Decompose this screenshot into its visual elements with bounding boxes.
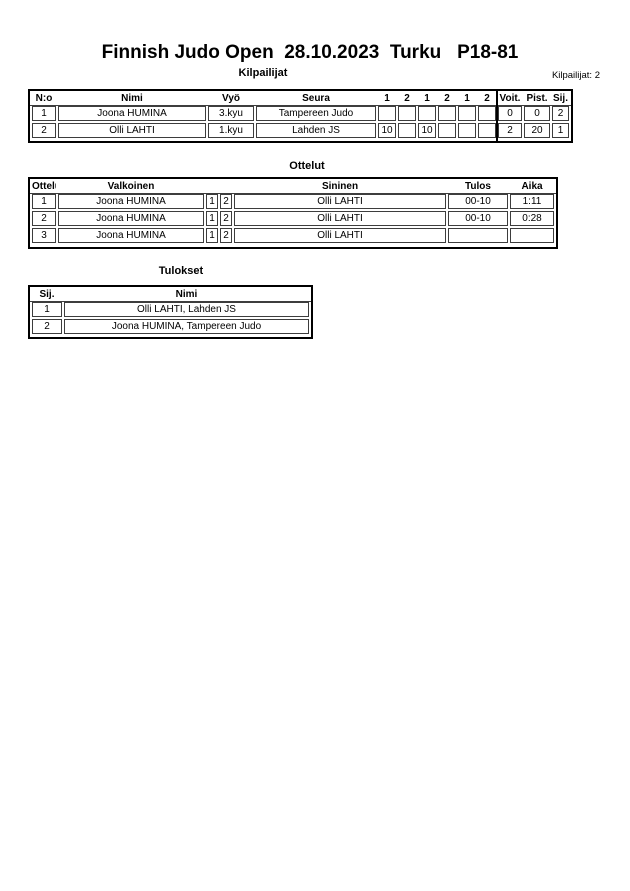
cell-blue-name: Olli LAHTI <box>234 228 446 243</box>
cell-result: 00-10 <box>448 194 508 209</box>
col-header-tulos: Tulos <box>465 181 491 192</box>
cell-no: 2 <box>32 123 56 138</box>
competitors-header-row: N:o Nimi Vyö Seura 1 2 1 2 1 2 Voit. Pis… <box>32 93 569 104</box>
col-header-vyo: Vyö <box>222 93 240 104</box>
results-header-row: Sij. Nimi <box>32 289 309 300</box>
col-header-nimi: Nimi <box>121 93 143 104</box>
cell-match-no: 1 <box>32 194 56 209</box>
results-table-grid: Sij. Nimi 1 Olli LAHTI, Lahden JS 2 Joon… <box>30 287 311 336</box>
cell-time: 1:11 <box>510 194 554 209</box>
col-header-sininen: Sininen <box>321 181 359 192</box>
cell-blue-no: 2 <box>220 194 232 209</box>
header-divider-line <box>30 193 556 194</box>
cell-pist: 20 <box>524 123 550 138</box>
col-header-nimi: Nimi <box>175 289 198 300</box>
cell-match-no: 2 <box>32 211 56 226</box>
table-row: 1 Olli LAHTI, Lahden JS <box>32 302 309 317</box>
col-header-score-4: 2 <box>444 93 450 104</box>
table-row: 3 Joona HUMINA 1 2 Olli LAHTI <box>32 228 554 243</box>
cell-score <box>378 106 396 121</box>
results-section-heading: Tulokset <box>158 265 204 277</box>
matches-table: Ottelu Valkoinen Sininen Tulos Aika 1 Jo… <box>28 177 558 249</box>
cell-place: 1 <box>32 302 62 317</box>
page-title: Finnish Judo Open 28.10.2023 Turku P18-8… <box>101 42 519 63</box>
cell-white-name: Joona HUMINA <box>58 194 204 209</box>
cell-score <box>438 123 456 138</box>
col-header-white-no <box>206 181 218 192</box>
col-header-blue-no <box>220 181 232 192</box>
table-row: 1 Joona HUMINA 3.kyu Tampereen Judo 0 0 … <box>32 106 569 121</box>
cell-score: 10 <box>418 123 436 138</box>
cell-white-no: 1 <box>206 228 218 243</box>
table-row: 2 Joona HUMINA, Tampereen Judo <box>32 319 309 334</box>
cell-white-no: 1 <box>206 211 218 226</box>
table-row: 2 Joona HUMINA 1 2 Olli LAHTI 00-10 0:28 <box>32 211 554 226</box>
cell-white-name: Joona HUMINA <box>58 228 204 243</box>
cell-pist: 0 <box>524 106 550 121</box>
matches-header-row: Ottelu Valkoinen Sininen Tulos Aika <box>32 181 554 192</box>
header-divider-line <box>30 301 311 302</box>
cell-score <box>478 106 496 121</box>
cell-score <box>398 106 416 121</box>
header-divider-line <box>30 105 571 106</box>
cell-time <box>510 228 554 243</box>
competitors-table: N:o Nimi Vyö Seura 1 2 1 2 1 2 Voit. Pis… <box>28 89 573 143</box>
col-header-no: N:o <box>35 93 53 104</box>
cell-vyo: 3.kyu <box>208 106 254 121</box>
competitors-table-grid: N:o Nimi Vyö Seura 1 2 1 2 1 2 Voit. Pis… <box>30 91 571 140</box>
cell-blue-no: 2 <box>220 228 232 243</box>
col-header-score-3: 1 <box>424 93 430 104</box>
cell-voit: 0 <box>498 106 522 121</box>
col-header-score-1: 1 <box>384 93 390 104</box>
cell-score: 10 <box>378 123 396 138</box>
cell-blue-name: Olli LAHTI <box>234 211 446 226</box>
cell-match-no: 3 <box>32 228 56 243</box>
cell-white-no: 1 <box>206 194 218 209</box>
cell-sij: 1 <box>552 123 569 138</box>
cell-name-club: Olli LAHTI, Lahden JS <box>64 302 309 317</box>
cell-score <box>458 106 476 121</box>
cell-nimi: Joona HUMINA <box>58 106 206 121</box>
col-header-voit: Voit. <box>499 93 521 104</box>
col-header-valkoinen: Valkoinen <box>107 181 155 192</box>
cell-nimi: Olli LAHTI <box>58 123 206 138</box>
col-header-sij: Sij. <box>552 93 568 104</box>
col-header-ottelu: Ottelu <box>32 181 56 192</box>
col-header-sij: Sij. <box>39 289 55 300</box>
cell-score <box>418 106 436 121</box>
col-header-score-5: 1 <box>464 93 470 104</box>
col-header-aika: Aika <box>521 181 543 192</box>
matches-section-heading: Ottelut <box>289 160 325 172</box>
cell-sij: 2 <box>552 106 569 121</box>
cell-score <box>458 123 476 138</box>
cell-vyo: 1.kyu <box>208 123 254 138</box>
score-group-divider-line <box>496 91 498 141</box>
cell-place: 2 <box>32 319 62 334</box>
cell-seura: Tampereen Judo <box>256 106 376 121</box>
table-row: 2 Olli LAHTI 1.kyu Lahden JS 10 10 2 20 … <box>32 123 569 138</box>
table-row: 1 Joona HUMINA 1 2 Olli LAHTI 00-10 1:11 <box>32 194 554 209</box>
matches-table-grid: Ottelu Valkoinen Sininen Tulos Aika 1 Jo… <box>30 179 556 245</box>
cell-result <box>448 228 508 243</box>
competitors-count: Kilpailijat: 2 <box>551 70 600 81</box>
cell-no: 1 <box>32 106 56 121</box>
cell-score <box>398 123 416 138</box>
cell-result: 00-10 <box>448 211 508 226</box>
col-header-seura: Seura <box>302 93 330 104</box>
results-table: Sij. Nimi 1 Olli LAHTI, Lahden JS 2 Joon… <box>28 285 313 339</box>
cell-blue-no: 2 <box>220 211 232 226</box>
cell-score <box>438 106 456 121</box>
col-header-score-6: 2 <box>484 93 490 104</box>
cell-name-club: Joona HUMINA, Tampereen Judo <box>64 319 309 334</box>
col-header-pist: Pist. <box>526 93 548 104</box>
cell-seura: Lahden JS <box>256 123 376 138</box>
cell-white-name: Joona HUMINA <box>58 211 204 226</box>
cell-time: 0:28 <box>510 211 554 226</box>
col-header-score-2: 2 <box>404 93 410 104</box>
cell-score <box>478 123 496 138</box>
cell-blue-name: Olli LAHTI <box>234 194 446 209</box>
cell-voit: 2 <box>498 123 522 138</box>
competitors-section-heading: Kilpailijat <box>238 67 288 79</box>
